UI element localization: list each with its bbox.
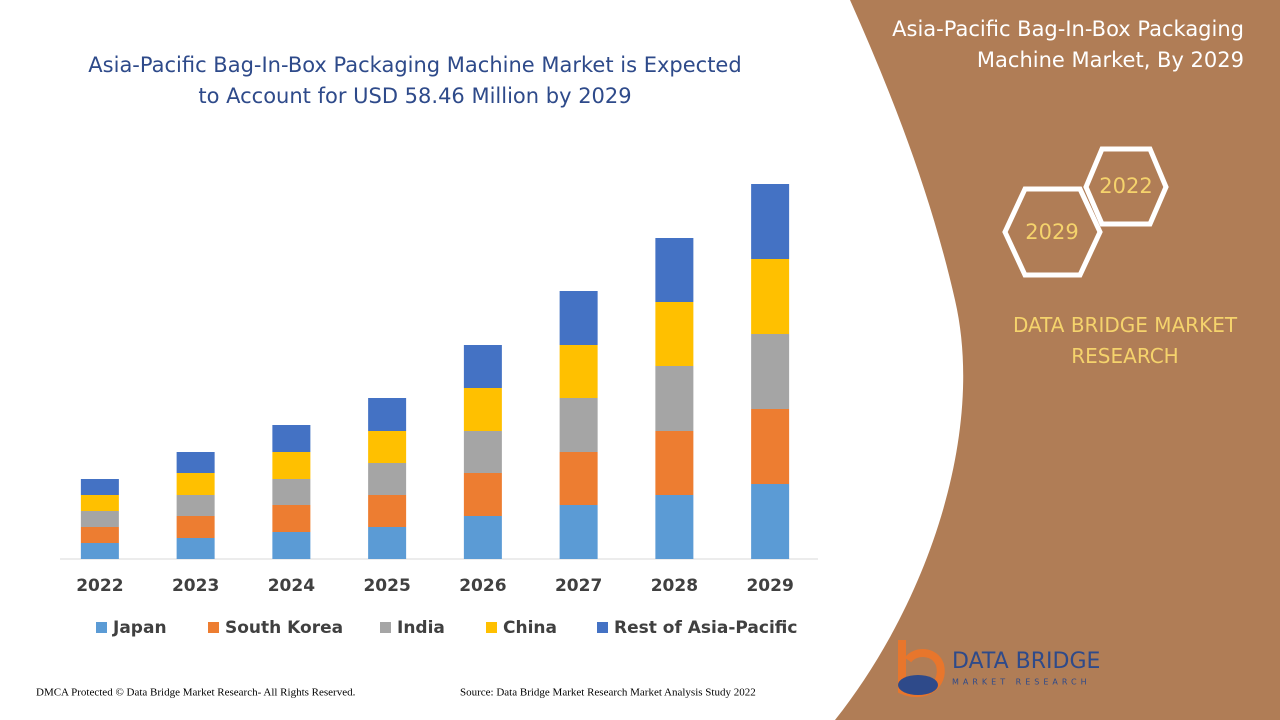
- legend-label: India: [397, 618, 445, 638]
- title-box: Asia-Pacific Bag-In-Box Packaging Machin…: [88, 53, 742, 108]
- hex-label: 2022: [1099, 174, 1152, 198]
- x-tick-label: 2024: [268, 576, 315, 596]
- chart-title: Asia-Pacific Bag-In-Box Packaging Machin…: [88, 53, 742, 108]
- bar-segment: [463, 473, 502, 516]
- bar-segment: [176, 538, 215, 559]
- bar-segment: [272, 452, 311, 479]
- bar-segment: [80, 511, 119, 527]
- x-tick-label: 2022: [76, 576, 123, 596]
- bar-segment: [559, 452, 598, 505]
- bar-segment: [368, 463, 407, 495]
- legend-swatch: [96, 622, 107, 633]
- bar-segment: [463, 345, 502, 388]
- footer-left: DMCA Protected © Data Bridge Market Rese…: [36, 687, 356, 699]
- brand-box: DATA BRIDGE MARKET RESEARCH: [1012, 313, 1238, 368]
- bar-segment: [655, 495, 694, 559]
- bar-segment: [751, 184, 790, 259]
- bar-segment: [272, 532, 311, 559]
- bar-segment: [463, 388, 502, 431]
- bar-segment: [272, 505, 311, 532]
- bar-segment: [751, 334, 790, 409]
- hexagon: [1083, 146, 1169, 227]
- x-tick-label: 2028: [651, 576, 698, 596]
- bar-segment: [559, 345, 598, 398]
- bar-segment: [80, 495, 119, 511]
- x-tick-label: 2023: [172, 576, 219, 596]
- bar-segment: [463, 516, 502, 559]
- bar-segment: [463, 431, 502, 473]
- logo-tagline: MARKET RESEARCH: [952, 678, 1091, 687]
- legend-swatch: [380, 622, 391, 633]
- legend-label: South Korea: [225, 618, 343, 638]
- brand-text: DATA BRIDGE MARKET RESEARCH: [1012, 313, 1238, 368]
- x-tick-label: 2027: [555, 576, 602, 596]
- bar-segment: [368, 495, 407, 527]
- legend-label: Japan: [112, 618, 167, 638]
- bar-segment: [368, 527, 407, 559]
- bar-segment: [559, 398, 598, 452]
- bar-segment: [368, 398, 407, 431]
- bar-segment: [176, 473, 215, 495]
- side-panel: [835, 0, 1280, 720]
- footer-right: Source: Data Bridge Market Research Mark…: [460, 687, 756, 699]
- legend-swatch: [486, 622, 497, 633]
- bar-segment: [751, 259, 790, 334]
- bar-segment: [751, 484, 790, 559]
- logo-mark: [898, 675, 938, 695]
- bar-segment: [655, 238, 694, 302]
- bar-segment: [559, 291, 598, 345]
- bar-segment: [655, 366, 694, 431]
- bar-segment: [655, 431, 694, 495]
- bar-segment: [272, 479, 311, 505]
- logo: DATA BRIDGE MARKET RESEARCH: [898, 640, 1100, 698]
- bar-segment: [176, 452, 215, 473]
- bar-segment: [80, 543, 119, 559]
- logo-name: DATA BRIDGE: [952, 649, 1100, 674]
- legend-swatch: [208, 622, 219, 633]
- bar-segment: [751, 409, 790, 484]
- bar-segment: [176, 495, 215, 516]
- bar-segment: [655, 302, 694, 366]
- legend-label: Rest of Asia-Pacific: [614, 618, 797, 638]
- hexagon: [1002, 186, 1103, 278]
- bar-segment: [368, 431, 407, 463]
- x-tick-label: 2025: [363, 576, 410, 596]
- bar-segment: [80, 479, 119, 495]
- legend-swatch: [597, 622, 608, 633]
- bar-segment: [80, 527, 119, 543]
- bar-segment: [176, 516, 215, 538]
- panel-title: Asia-Pacific Bag-In-Box Packaging Machin…: [892, 17, 1244, 72]
- bar-segment: [559, 505, 598, 559]
- x-tick-label: 2029: [746, 576, 793, 596]
- panel-title-box: Asia-Pacific Bag-In-Box Packaging Machin…: [892, 17, 1244, 72]
- bar-segment: [272, 425, 311, 452]
- hex-label: 2029: [1025, 220, 1078, 244]
- legend-label: China: [503, 618, 557, 638]
- x-tick-label: 2026: [459, 576, 506, 596]
